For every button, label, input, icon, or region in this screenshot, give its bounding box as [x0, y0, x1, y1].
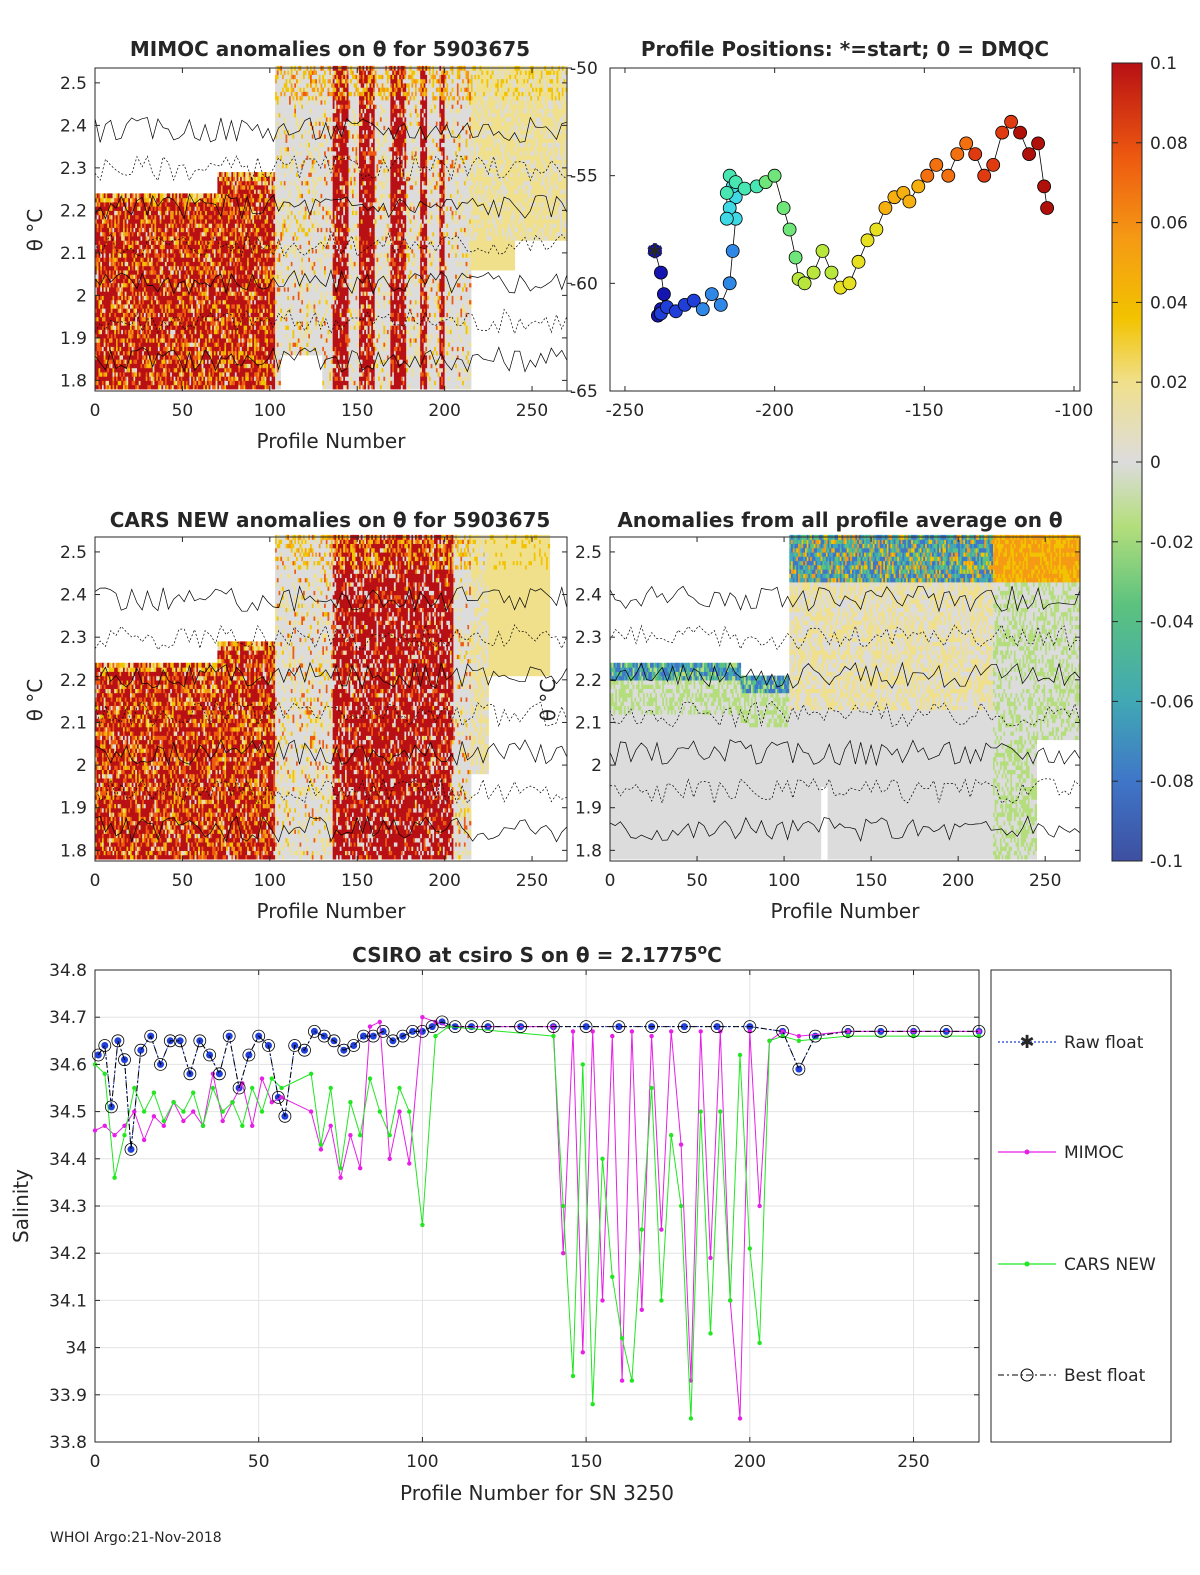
figure-canvas: MIMOC anomalies on θ for 5903675 0 50 100 1…	[0, 0, 1200, 1575]
panel-mimoc-anomalies: MIMOC anomalies on θ for 5903675 0 50 100 1…	[23, 37, 568, 453]
panel1-title: MIMOC anomalies on θ for 5903675	[130, 37, 530, 61]
panel1-heatmap	[95, 66, 568, 390]
